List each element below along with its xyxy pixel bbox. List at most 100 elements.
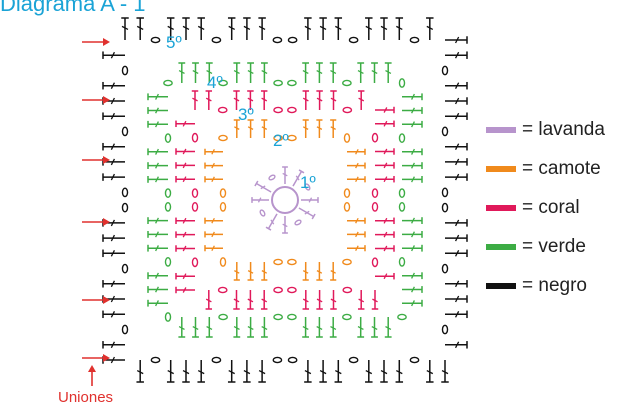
double-crochet-stitch [261,119,268,138]
round-label-4: 4º [207,73,223,92]
double-crochet-stitch [402,286,423,293]
double-crochet-stitch [292,169,305,187]
chain-stitch [272,36,283,44]
double-crochet-stitch [260,90,268,110]
double-crochet-stitch [304,17,312,40]
double-crochet-stitch [357,290,365,310]
double-crochet-stitch [178,62,186,83]
chain-stitch [218,79,229,87]
double-crochet-stitch [192,62,199,83]
double-crochet-stitch [380,360,388,383]
double-crochet-stitch [402,299,423,307]
chain-stitch [441,126,449,137]
legend-label: = camote [522,157,601,179]
double-crochet-stitch [371,317,378,338]
double-crochet-stitch [233,62,241,83]
double-crochet-stitch [175,245,195,252]
legend-item-lavanda: = lavanda [486,110,605,149]
chain-stitch [150,356,161,364]
double-crochet-stitch [315,62,323,83]
chain-stitch [398,201,406,212]
double-crochet-stitch [302,90,310,110]
chain-stitch [273,286,284,294]
double-crochet-stitch [445,219,468,227]
double-crochet-stitch [243,17,251,40]
double-crochet-stitch [260,317,268,338]
double-crochet-stitch [365,17,373,40]
double-crochet-stitch [347,231,366,238]
double-crochet-stitch [445,36,468,44]
double-crochet-stitch [445,112,468,120]
double-crochet-stitch [175,286,195,294]
chain-stitch [273,79,283,87]
double-crochet-stitch [247,317,255,338]
chain-stitch [164,312,172,322]
double-crochet-stitch [204,176,223,183]
double-crochet-stitch [402,244,423,252]
double-crochet-stitch [204,245,223,252]
double-crochet-stitch [260,62,268,83]
double-crochet-stitch [102,173,125,181]
chain-stitch [409,356,420,364]
double-crochet-stitch [329,62,337,83]
double-crochet-stitch [347,245,366,252]
double-crochet-stitch [445,295,468,303]
chain-stitch [219,257,227,267]
chain-stitch [121,126,129,137]
round-label-5: 5º [166,33,182,52]
chain-stitch [163,79,173,87]
chain-stitch [191,257,199,268]
chain-stitch [218,313,229,321]
double-crochet-stitch [441,360,449,383]
legend-item-verde: = verde [486,227,605,266]
double-crochet-stitch [402,93,423,101]
double-crochet-stitch [302,290,310,310]
double-crochet-stitch [261,262,268,281]
magic-ring [271,186,299,214]
chain-stitch [441,65,449,76]
double-crochet-stitch [102,249,125,258]
chain-stitch [219,188,227,199]
legend-label: = negro [522,274,587,296]
legend-swatch [486,126,516,133]
double-crochet-stitch [197,360,205,383]
chain-stitch [121,187,129,198]
double-crochet-stitch [301,197,319,203]
double-crochet-stitch [347,176,366,183]
double-crochet-stitch [334,360,343,383]
double-crochet-stitch [445,173,468,181]
chain-stitch [397,313,407,321]
chain-stitch [398,133,406,143]
double-crochet-stitch [258,17,266,40]
double-crochet-stitch [121,17,129,40]
double-crochet-stitch [304,360,312,383]
double-crochet-stitch [445,234,468,242]
chain-stitch [287,258,297,266]
chain-stitch [287,286,297,294]
double-crochet-stitch [147,299,168,307]
double-crochet-stitch [445,142,468,151]
double-crochet-stitch [357,90,365,110]
double-crochet-stitch [445,249,468,258]
chain-stitch [121,202,129,213]
double-crochet-stitch [375,217,395,225]
chain-stitch [343,201,351,212]
join-arrow [82,156,110,164]
double-crochet-stitch [371,62,378,83]
double-crochet-stitch [233,119,240,138]
double-crochet-stitch [371,290,379,310]
double-crochet-stitch [402,272,423,280]
double-crochet-stitch [375,120,395,128]
chain-stitch [371,257,379,268]
round-label-3: 3º [238,105,254,124]
color-legend: = lavanda = camote = coral = verde = neg… [486,110,605,305]
double-crochet-stitch [243,360,251,383]
chain-stitch [342,286,353,294]
chain-stitch [121,263,129,274]
chain-stitch [121,65,129,76]
double-crochet-stitch [147,120,168,128]
double-crochet-stitch [316,290,323,310]
round-label-2: 2º [273,131,289,150]
double-crochet-stitch [191,90,199,110]
chain-stitch [219,201,227,212]
